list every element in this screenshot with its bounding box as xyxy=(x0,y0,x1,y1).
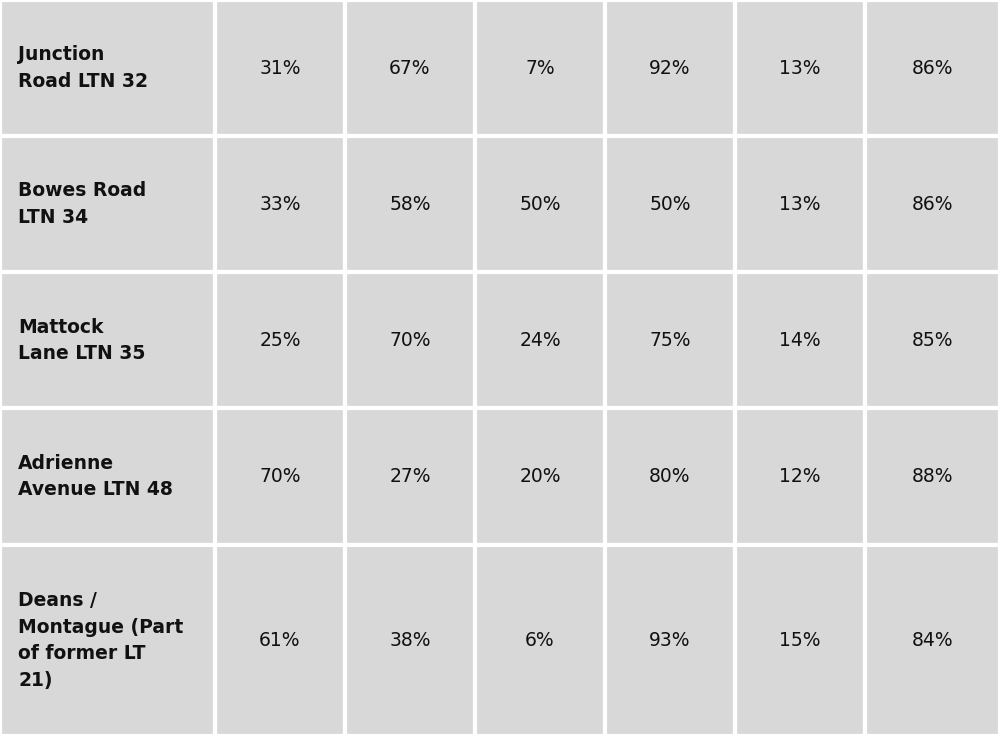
Bar xyxy=(865,272,1000,408)
Bar xyxy=(345,545,475,736)
Bar xyxy=(865,136,1000,272)
Bar xyxy=(475,545,605,736)
Bar xyxy=(475,0,605,136)
Text: Mattock
Lane LTN 35: Mattock Lane LTN 35 xyxy=(18,318,145,363)
Text: 58%: 58% xyxy=(389,195,431,213)
Bar xyxy=(0,408,215,545)
Text: 86%: 86% xyxy=(912,195,953,213)
Text: 61%: 61% xyxy=(259,631,301,650)
Bar xyxy=(345,272,475,408)
Bar xyxy=(215,136,345,272)
Text: 14%: 14% xyxy=(779,331,821,350)
Bar xyxy=(0,272,215,408)
Text: 31%: 31% xyxy=(259,59,301,77)
Bar xyxy=(215,545,345,736)
Bar xyxy=(735,272,865,408)
Bar xyxy=(605,408,735,545)
Text: 7%: 7% xyxy=(525,59,555,77)
Text: 15%: 15% xyxy=(779,631,821,650)
Bar xyxy=(735,136,865,272)
Text: 38%: 38% xyxy=(389,631,431,650)
Bar xyxy=(475,272,605,408)
Bar xyxy=(345,136,475,272)
Bar xyxy=(475,136,605,272)
Bar xyxy=(345,408,475,545)
Text: 70%: 70% xyxy=(389,331,431,350)
Bar xyxy=(605,0,735,136)
Text: 13%: 13% xyxy=(779,59,821,77)
Text: 12%: 12% xyxy=(779,467,821,486)
Text: 70%: 70% xyxy=(259,467,301,486)
Text: 80%: 80% xyxy=(649,467,691,486)
Bar xyxy=(735,545,865,736)
Bar xyxy=(865,408,1000,545)
Text: 86%: 86% xyxy=(912,59,953,77)
Text: Junction
Road LTN 32: Junction Road LTN 32 xyxy=(18,46,148,91)
Text: 20%: 20% xyxy=(519,467,561,486)
Text: 6%: 6% xyxy=(525,631,555,650)
Text: 50%: 50% xyxy=(519,195,561,213)
Bar xyxy=(345,0,475,136)
Bar xyxy=(605,136,735,272)
Text: 85%: 85% xyxy=(912,331,953,350)
Text: 88%: 88% xyxy=(912,467,953,486)
Text: 33%: 33% xyxy=(259,195,301,213)
Bar xyxy=(0,0,215,136)
Text: Bowes Road
LTN 34: Bowes Road LTN 34 xyxy=(18,182,146,227)
Text: 84%: 84% xyxy=(912,631,953,650)
Text: 93%: 93% xyxy=(649,631,691,650)
Bar xyxy=(0,545,215,736)
Bar xyxy=(865,0,1000,136)
Bar xyxy=(865,545,1000,736)
Bar xyxy=(735,408,865,545)
Text: 67%: 67% xyxy=(389,59,431,77)
Bar xyxy=(475,408,605,545)
Bar xyxy=(215,272,345,408)
Text: 75%: 75% xyxy=(649,331,691,350)
Text: 13%: 13% xyxy=(779,195,821,213)
Bar xyxy=(735,0,865,136)
Bar xyxy=(0,136,215,272)
Bar xyxy=(605,272,735,408)
Text: 92%: 92% xyxy=(649,59,691,77)
Bar xyxy=(215,0,345,136)
Text: 25%: 25% xyxy=(259,331,301,350)
Bar xyxy=(605,545,735,736)
Text: 50%: 50% xyxy=(649,195,691,213)
Text: 24%: 24% xyxy=(519,331,561,350)
Text: 27%: 27% xyxy=(389,467,431,486)
Bar xyxy=(215,408,345,545)
Text: Adrienne
Avenue LTN 48: Adrienne Avenue LTN 48 xyxy=(18,454,173,499)
Text: Deans /
Montague (Part
of former LT
21): Deans / Montague (Part of former LT 21) xyxy=(18,591,183,690)
